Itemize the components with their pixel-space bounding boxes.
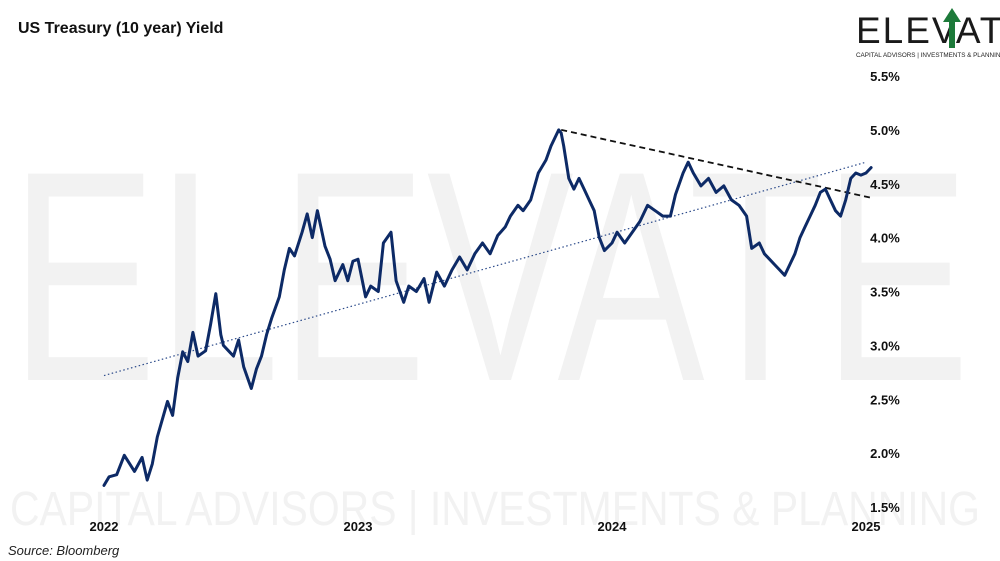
resistance-line [561, 128, 872, 199]
y-axis: 1.5% 2.0% 2.5% 3.0% 3.5% 4.0% 4.5% 5.0% 5.5% [870, 69, 900, 515]
y-tick-label: 5.5% [870, 69, 900, 84]
y-tick-label: 3.0% [870, 338, 900, 353]
y-tick-label: 1.5% [870, 500, 900, 515]
logo-arrow-icon [943, 8, 961, 48]
watermark-big: ELEVATE [10, 108, 970, 444]
x-tick-label: 2022 [90, 519, 119, 534]
chart-title: US Treasury (10 year) Yield [18, 20, 224, 37]
watermark-small: CAPITAL ADVISORS | INVESTMENTS & PLANNIN… [10, 483, 980, 536]
watermark: ELEVATE CAPITAL ADVISORS | INVESTMENTS &… [10, 108, 980, 536]
x-axis: 2022 2023 2024 2025 [90, 519, 881, 534]
y-tick-label: 2.5% [870, 392, 900, 407]
source-note: Source: Bloomberg [8, 543, 120, 558]
brand-logo: ELEVATE CAPITAL ADVISORS | INVESTMENTS &… [856, 8, 1000, 64]
y-tick-label: 5.0% [870, 123, 900, 138]
y-tick-label: 3.5% [870, 285, 900, 300]
x-tick-label: 2025 [852, 519, 881, 534]
logo-tagline: CAPITAL ADVISORS | INVESTMENTS & PLANNIN… [856, 52, 1000, 59]
x-tick-label: 2023 [344, 519, 373, 534]
logo-wordmark: ELEVATE [856, 10, 1000, 51]
annotations [103, 128, 872, 377]
x-tick-label: 2024 [598, 519, 628, 534]
y-tick-label: 4.0% [870, 231, 900, 246]
yield-series-line [102, 128, 873, 487]
series-group [102, 128, 873, 487]
y-tick-label: 4.5% [870, 177, 900, 192]
y-tick-label: 2.0% [870, 446, 900, 461]
